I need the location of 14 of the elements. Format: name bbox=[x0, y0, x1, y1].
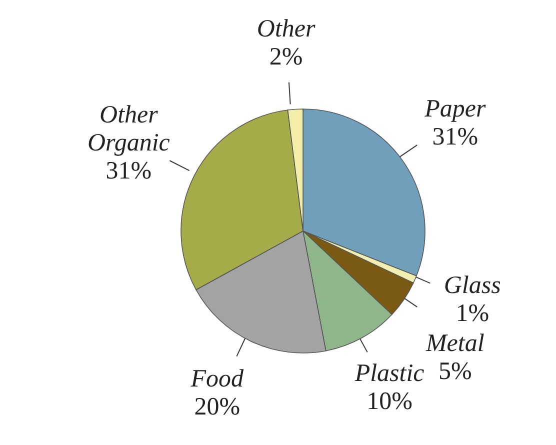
slice-label: Other bbox=[256, 15, 316, 42]
data-label: 31% bbox=[432, 124, 478, 151]
data-label: 5% bbox=[438, 358, 472, 386]
data-label: 31% bbox=[106, 157, 152, 184]
data-label: 20% bbox=[194, 393, 240, 420]
data-label: 1% bbox=[456, 300, 490, 328]
data-label: 2% bbox=[269, 43, 303, 70]
slice-label: Paper bbox=[424, 96, 486, 123]
slice-label: Food bbox=[190, 365, 244, 392]
slice-label: Plastic bbox=[354, 360, 424, 388]
data-label: 10% bbox=[366, 388, 412, 416]
slice-label: Other Organic bbox=[88, 101, 170, 156]
slice-label: Metal bbox=[424, 330, 484, 358]
slice-label: Glass bbox=[444, 272, 501, 300]
